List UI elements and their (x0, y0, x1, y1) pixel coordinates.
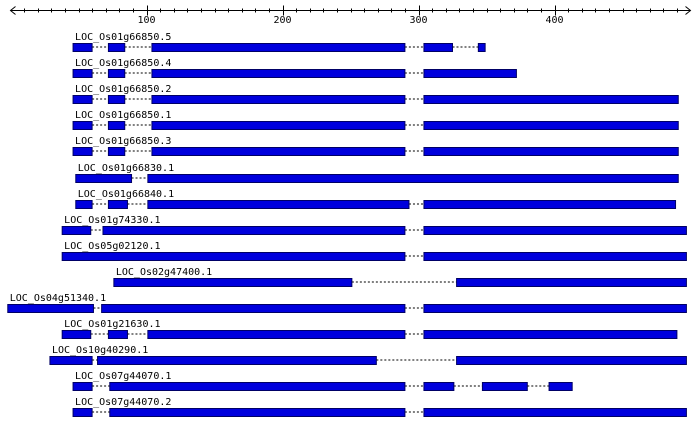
exon-block (97, 356, 377, 365)
exon-block (72, 121, 93, 130)
exon-block (107, 69, 126, 78)
transcript-label: LOC_Os10g40290.1 (52, 345, 148, 356)
exon-block (75, 200, 93, 209)
transcript-track: LOC_Os01g66850.3 (72, 136, 679, 156)
exon-block (151, 95, 406, 104)
exon-block (49, 356, 93, 365)
exon-block (61, 330, 92, 339)
transcript-track: LOC_Os01g21630.1 (61, 319, 678, 339)
exon-block (456, 278, 687, 287)
exon-block (75, 174, 133, 183)
exon-block (423, 43, 454, 52)
transcript-label: LOC_Os01g66850.2 (75, 84, 171, 95)
exon-block (548, 382, 573, 391)
exon-block (107, 121, 126, 130)
exon-block (423, 408, 687, 417)
exon-block (101, 304, 406, 313)
transcript-track: LOC_Os02g47400.1 (113, 267, 687, 287)
exon-block (7, 304, 94, 313)
axis-left-arrow (9, 6, 16, 15)
transcript-label: LOC_Os01g66850.3 (75, 136, 171, 147)
exon-block (107, 330, 128, 339)
transcript-label: LOC_Os01g66840.1 (78, 189, 174, 200)
transcript-track: LOC_Os01g66830.1 (75, 163, 679, 183)
transcript-label: LOC_Os02g47400.1 (116, 267, 212, 278)
exon-block (423, 330, 678, 339)
transcript-label: LOC_Os07g44070.1 (75, 371, 171, 382)
exon-block (147, 330, 406, 339)
exon-block (72, 69, 93, 78)
exon-block (107, 95, 126, 104)
transcript-track: LOC_Os01g66850.2 (72, 84, 679, 104)
transcript-label: LOC_Os01g66830.1 (78, 163, 174, 174)
exon-block (477, 43, 486, 52)
exon-block (423, 304, 687, 313)
exon-block (109, 382, 406, 391)
axis-tick-label: 300 (409, 15, 427, 26)
exon-block (109, 408, 406, 417)
exon-block (72, 382, 93, 391)
transcript-track: LOC_Os01g66850.5 (72, 32, 486, 52)
exon-block (61, 252, 406, 261)
exon-block (423, 200, 677, 209)
transcript-label: LOC_Os01g74330.1 (64, 215, 160, 226)
transcript-label: LOC_Os01g66850.1 (75, 110, 171, 121)
exon-block (113, 278, 353, 287)
axis-tick-label: 100 (137, 15, 155, 26)
exon-block (151, 69, 406, 78)
exon-block (423, 69, 517, 78)
axis-tick-label: 400 (545, 15, 563, 26)
exon-block (107, 200, 128, 209)
exon-block (151, 147, 406, 156)
transcript-track: LOC_Os07g44070.1 (72, 371, 573, 391)
exon-block (147, 174, 679, 183)
exon-block (151, 43, 406, 52)
transcript-track: LOC_Os10g40290.1 (49, 345, 687, 365)
exon-block (72, 147, 93, 156)
axis-right-arrow (685, 6, 692, 15)
transcript-tracks: LOC_Os01g66850.5 LOC_Os01g66850.4 LOC_Os01… (7, 32, 687, 417)
coordinate-axis: 100 200 300 400 (9, 5, 692, 26)
transcript-track: LOC_Os05g02120.1 (61, 241, 687, 261)
transcript-track: LOC_Os07g44070.2 (72, 397, 687, 417)
exon-block (481, 382, 528, 391)
exon-block (107, 43, 126, 52)
transcript-label: LOC_Os01g66850.4 (75, 58, 171, 69)
transcript-track: LOC_Os01g66850.4 (72, 58, 517, 78)
exon-block (72, 95, 93, 104)
transcript-track: LOC_Os04g51340.1 (7, 293, 687, 313)
exon-block (423, 382, 455, 391)
exon-block (456, 356, 687, 365)
transcript-track: LOC_Os01g66850.1 (72, 110, 679, 130)
transcript-label: LOC_Os04g51340.1 (10, 293, 106, 304)
axis-tick-label: 200 (273, 15, 291, 26)
exon-block (423, 147, 679, 156)
exon-block (423, 226, 687, 235)
transcript-label: LOC_Os07g44070.2 (75, 397, 171, 408)
exon-block (423, 252, 687, 261)
exon-block (147, 200, 410, 209)
exon-block (102, 226, 406, 235)
exon-block (423, 95, 679, 104)
transcript-label: LOC_Os01g66850.5 (75, 32, 171, 43)
exon-block (72, 408, 93, 417)
transcript-track: LOC_Os01g66840.1 (75, 189, 677, 209)
exon-block (423, 121, 679, 130)
transcript-track: LOC_Os01g74330.1 (61, 215, 687, 235)
exon-block (61, 226, 92, 235)
transcript-label: LOC_Os01g21630.1 (64, 319, 160, 330)
exon-block (72, 43, 93, 52)
exon-block (151, 121, 406, 130)
exon-block (107, 147, 126, 156)
transcript-label: LOC_Os05g02120.1 (64, 241, 160, 252)
